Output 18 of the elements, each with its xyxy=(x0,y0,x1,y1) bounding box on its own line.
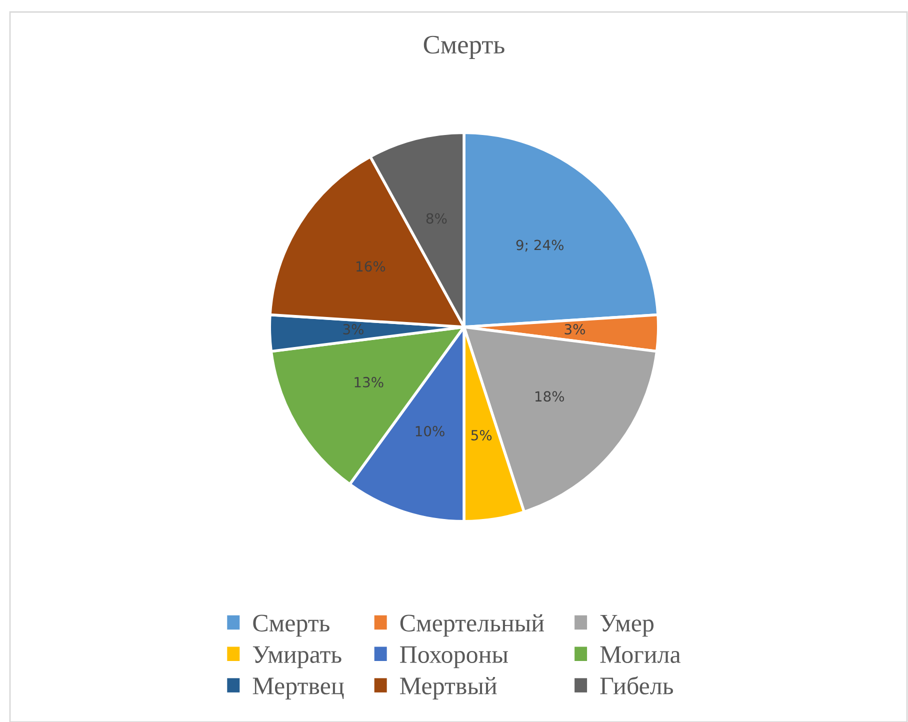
legend-label: Похороны xyxy=(400,646,508,668)
data-label: 13% xyxy=(354,376,384,388)
legend-label: Мертвец xyxy=(252,678,344,700)
legend-label: Мертвый xyxy=(400,677,497,700)
data-label: 3% xyxy=(564,324,586,335)
legend-label: Гибель xyxy=(600,676,674,694)
legend-label: Смерть xyxy=(253,614,330,637)
legend-label: Смертельный xyxy=(400,614,544,637)
data-label: 10% xyxy=(416,426,444,436)
legend-label: Умирать xyxy=(252,646,342,668)
data-label: 16% xyxy=(356,261,386,272)
legend-label: Умер xyxy=(600,614,654,637)
data-label: 5% xyxy=(471,430,492,440)
legend-label: Могила xyxy=(600,646,681,663)
data-label: 9; 24% xyxy=(516,240,564,252)
chart-title: Смерть xyxy=(424,36,504,59)
data-label: 18% xyxy=(535,391,564,402)
data-label: 3% xyxy=(343,324,364,335)
